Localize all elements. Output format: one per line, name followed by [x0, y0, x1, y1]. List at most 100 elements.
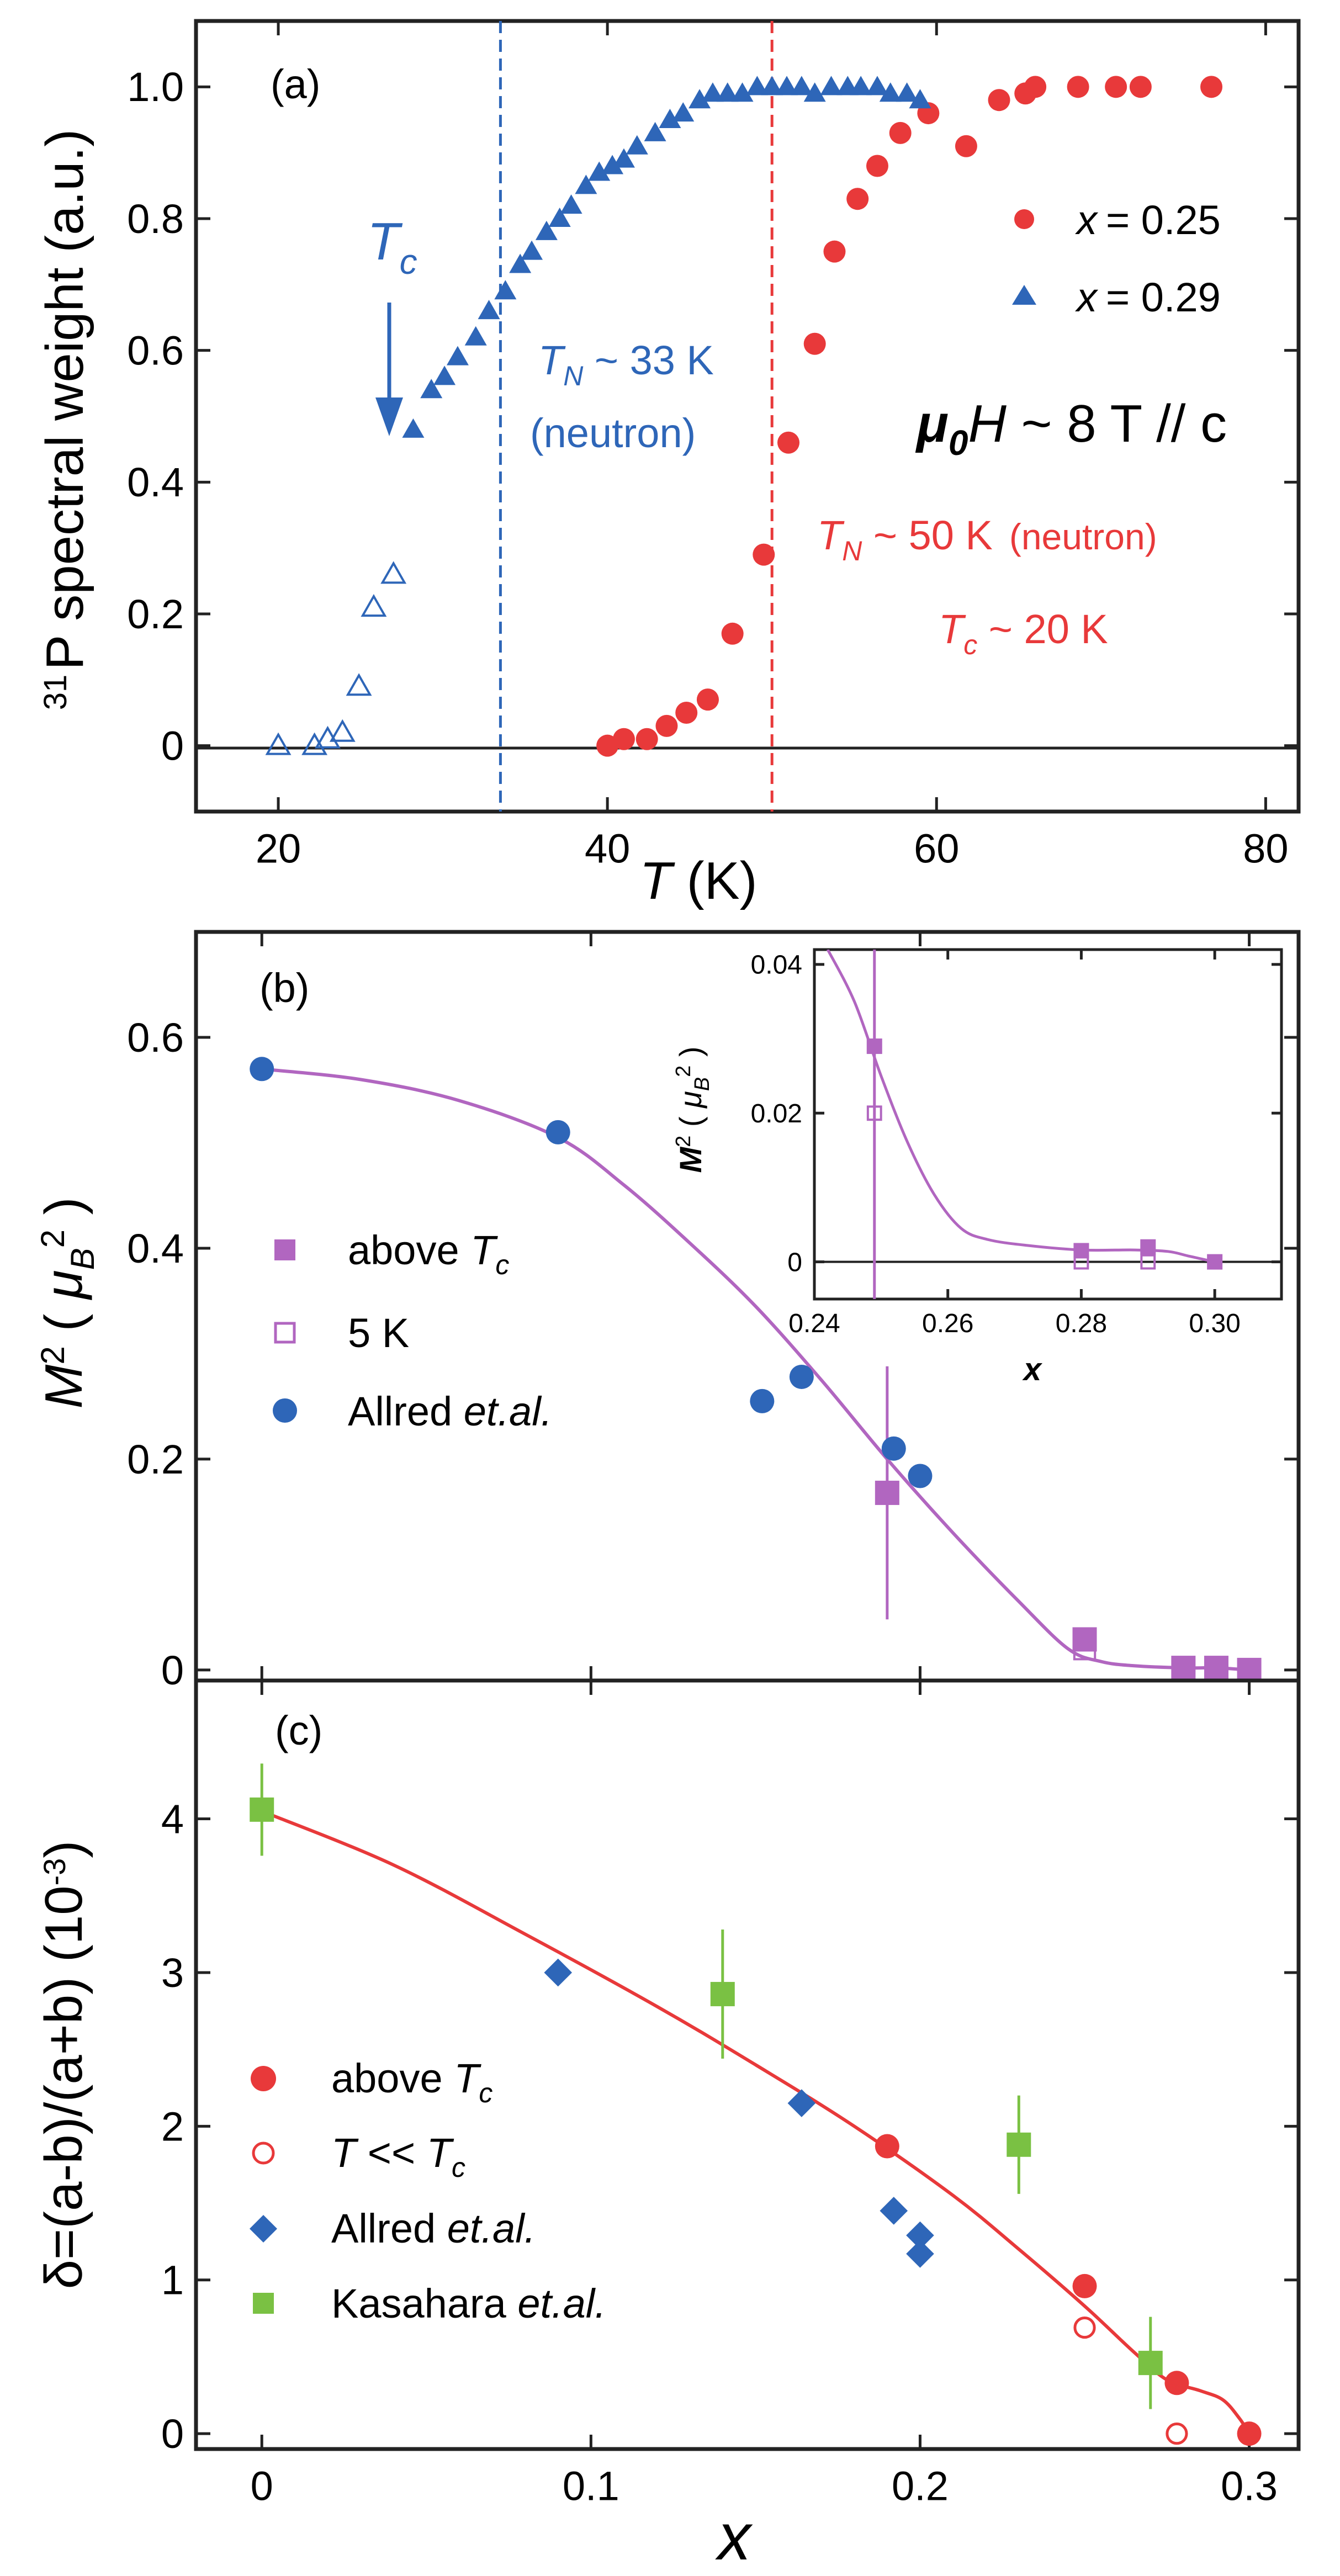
- b-ytick-label-2: 0.4: [127, 1226, 184, 1271]
- c-ytick-label-4: 4: [161, 1796, 184, 1842]
- a-point-s1-11: [560, 194, 582, 214]
- a-point-s0-18: [1024, 76, 1047, 98]
- a-point-s1-15: [612, 148, 635, 168]
- c-point-s2-1: [787, 2089, 816, 2117]
- a-xtick-label-0: 20: [256, 826, 301, 872]
- inset-point-s1-1: [1073, 1254, 1089, 1270]
- a-point-s1-27: [790, 76, 813, 96]
- c-ytick-label-3: 3: [161, 1950, 184, 1996]
- b-ytick-label-1: 0.2: [127, 1437, 184, 1482]
- c-ytick-label-0: 0: [161, 2411, 184, 2457]
- a-point-s1-7: [509, 253, 532, 273]
- a-point-s1-31: [850, 76, 872, 96]
- a-point-s2-0: [265, 732, 292, 755]
- panel-c-legend: above Tc T << Tc Allred et.al. Kasahara …: [250, 2055, 606, 2326]
- b-point-s1-0: [1073, 1637, 1097, 1661]
- c-point-s1-1: [1166, 2423, 1188, 2445]
- a-point-s1-0: [402, 418, 425, 438]
- legend-marker-above-tc-b: [274, 1239, 295, 1260]
- inset-xtick-label-1: 0.26: [922, 1309, 973, 1338]
- a-point-s0-15: [955, 135, 977, 157]
- legend-marker-allred-b: [273, 1398, 297, 1423]
- panel-c-label: (c): [275, 1708, 322, 1753]
- inset: 0 0.02 0.04 0.24 0.26 0.28 0.30 M2 ( μB2 ) x: [672, 948, 1283, 1387]
- legend-label-above-tc-b: above Tc: [348, 1227, 509, 1280]
- a-point-s1-3: [446, 346, 469, 365]
- b-point-s2-3: [789, 1364, 814, 1389]
- a-point-s1-20: [688, 89, 711, 109]
- b-point-s0-0: [875, 1481, 899, 1506]
- inset-point-s0-3: [1207, 1254, 1223, 1270]
- panel-c-frame: [194, 1678, 1301, 2451]
- panel-b-label: (b): [259, 965, 309, 1011]
- a-point-s2-4: [346, 673, 372, 696]
- panel-a-vlines: [499, 21, 774, 812]
- tn-blue-note: (neutron): [530, 410, 696, 456]
- inset-xlabel: x: [1022, 1351, 1043, 1387]
- a-ytick-label-5: 1.0: [127, 64, 184, 110]
- inset-xtick-label-2: 0.28: [1056, 1309, 1107, 1338]
- inset-point-s0-0: [866, 1038, 882, 1054]
- a-point-s1-24: [746, 76, 769, 96]
- c-ytick-label-1: 1: [161, 2257, 184, 2303]
- c-point-s2-2: [880, 2197, 908, 2225]
- a-point-s1-17: [644, 121, 666, 141]
- tn-blue-annotation: TN ~ 33 K: [538, 337, 714, 391]
- panel-c-axis-layer: 0 1 2 3 4 0 0.1 0.2 0.3: [161, 1681, 1299, 2509]
- panel-a-label: (a): [271, 61, 320, 107]
- legend-label-t-lt-tc: T << Tc: [331, 2130, 465, 2183]
- a-xtick-label-1: 40: [585, 826, 630, 872]
- b-point-s2-1: [545, 1120, 570, 1144]
- a-point-s0-8: [777, 431, 800, 454]
- c-point-s0-1: [1072, 2273, 1097, 2298]
- a-point-s0-3: [655, 714, 678, 737]
- panel-b-ylabel: M2 ( μB2 ): [34, 1197, 101, 1408]
- a-point-s1-32: [866, 76, 888, 96]
- a-point-s1-19: [672, 102, 695, 122]
- a-ytick-label-4: 0.8: [127, 196, 184, 242]
- a-point-s1-18: [659, 109, 681, 128]
- a-point-s1-22: [716, 82, 739, 102]
- a-point-s1-6: [494, 280, 517, 300]
- c-ytick-label-2: 2: [161, 2103, 184, 2149]
- a-point-s2-3: [329, 719, 356, 742]
- a-point-s0-22: [1200, 76, 1223, 98]
- a-point-s0-12: [866, 155, 888, 177]
- a-point-s0-11: [846, 188, 869, 210]
- inset-marks: [814, 950, 1281, 1299]
- b-fit-line: [261, 1067, 1249, 1672]
- b-point-s2-2: [750, 1388, 775, 1413]
- legend-label-5k: 5 K: [348, 1310, 409, 1356]
- c-point-s3-1: [710, 1981, 735, 2006]
- b-point-s2-4: [881, 1436, 906, 1461]
- legend-label-above-tc-c: above Tc: [331, 2055, 492, 2108]
- a-point-s0-2: [635, 728, 658, 750]
- a-point-s2-5: [361, 594, 387, 617]
- panel-c-xlabel: x: [715, 2500, 753, 2574]
- a-point-s1-16: [626, 135, 648, 155]
- b-point-s2-0: [250, 1057, 274, 1082]
- tc-label: T: [367, 212, 403, 271]
- a-point-s1-29: [820, 76, 843, 96]
- c-point-s2-0: [544, 1958, 573, 1987]
- a-point-s0-10: [823, 240, 846, 263]
- panel-a-legend: x = 0.25 x = 0.29: [1012, 197, 1221, 320]
- a-xtick-label-2: 60: [914, 826, 959, 872]
- a-point-s1-26: [776, 76, 798, 96]
- legend-label-x025: x = 0.25: [1075, 197, 1221, 243]
- a-point-s0-5: [696, 688, 719, 711]
- a-point-s1-21: [701, 82, 724, 102]
- a-ytick-label-2: 0.4: [127, 459, 184, 505]
- inset-ylabel: M2 ( μB2 ): [672, 1047, 714, 1173]
- c-fit-line: [261, 1809, 1251, 2435]
- panel-c-ylabel: δ=(a-b)/(a+b) (10-3): [34, 1841, 93, 2289]
- inset-ytick-label-2: 0.04: [751, 951, 802, 980]
- panel-a-ylabel: 31P spectral weight (a.u.): [35, 129, 94, 711]
- inset-frame: [813, 948, 1283, 1301]
- a-point-s1-1: [420, 379, 443, 399]
- panel-b-axis-layer: 0 0.2 0.4 0.6: [127, 932, 1299, 1693]
- a-point-s0-20: [1105, 76, 1127, 98]
- inset-axis-layer: 0 0.02 0.04 0.24 0.26 0.28 0.30: [751, 950, 1281, 1338]
- tn-red-annotation: TN ~ 50 K (neutron): [817, 512, 1157, 566]
- a-point-s1-14: [601, 155, 624, 174]
